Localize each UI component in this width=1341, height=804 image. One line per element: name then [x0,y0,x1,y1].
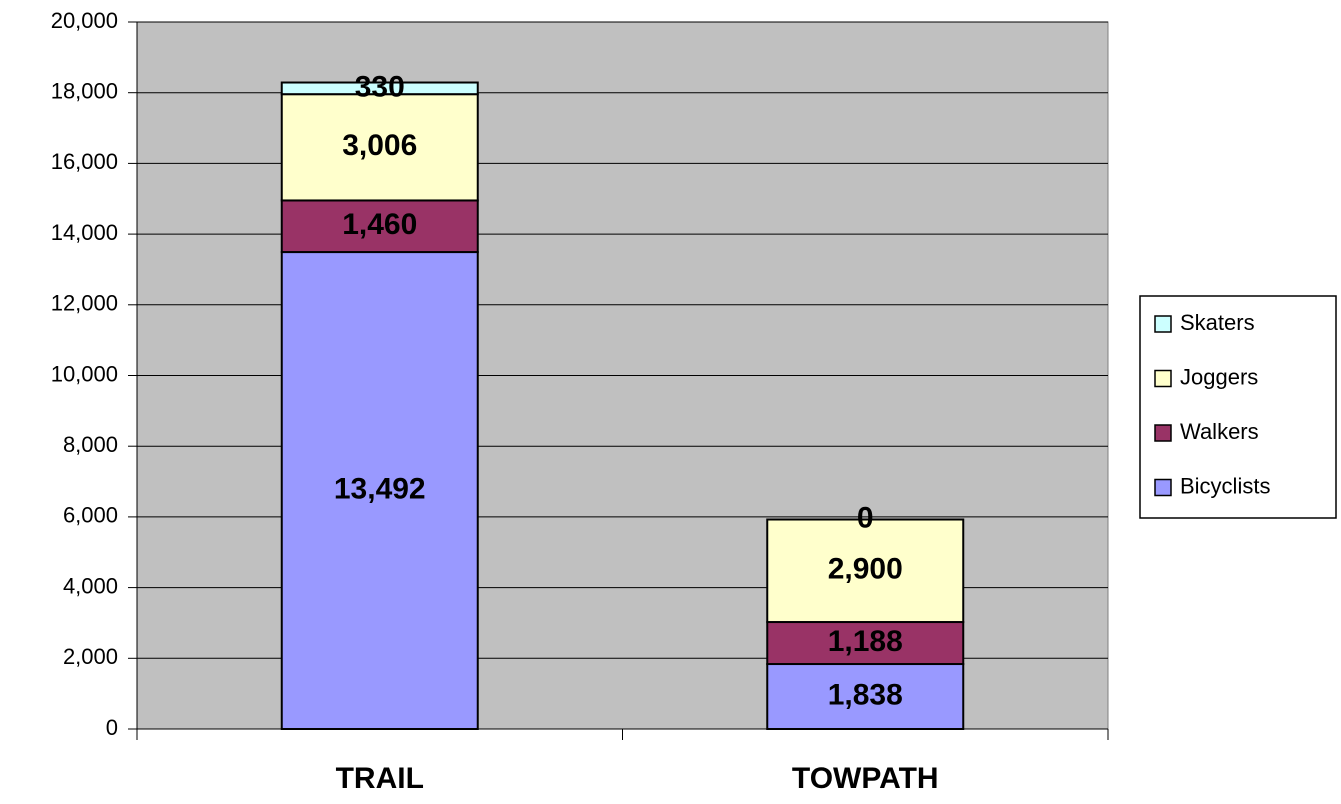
y-tick-label: 8,000 [63,432,118,457]
data-label: 13,492 [334,472,426,505]
data-label: 1,188 [828,625,903,658]
data-label: 330 [355,70,405,103]
y-tick-label: 2,000 [63,644,118,669]
legend-swatch [1154,315,1172,333]
y-tick-label: 10,000 [51,361,118,386]
bar-segment [280,81,479,96]
legend-label: Joggers [1180,364,1258,389]
data-label: 1,838 [828,678,903,711]
data-label: 2,900 [828,553,903,586]
bar-segment [766,663,965,730]
y-tick-label: 6,000 [63,503,118,528]
data-label: 1,460 [342,208,417,241]
data-label: 0 [857,501,874,534]
legend-swatch [1154,478,1172,497]
y-tick-label: 0 [106,715,118,740]
legend-swatch [1154,369,1172,388]
legend-label: Bicyclists [1180,473,1270,498]
legend-label: Walkers [1180,419,1259,444]
y-tick-label: 20,000 [51,8,118,33]
y-tick-label: 18,000 [51,79,118,104]
x-tick-label: TRAIL [336,762,424,795]
bar-segment [280,251,479,730]
x-tick-label: TOWPATH [792,762,939,795]
y-tick-label: 16,000 [51,149,118,174]
bar-segment [766,518,965,624]
legend-box [1139,295,1337,519]
bar-segment [280,199,479,254]
bar-segment [280,93,479,202]
y-tick-label: 4,000 [63,573,118,598]
legend-label: Skaters [1180,310,1255,335]
y-tick-label: 12,000 [51,291,118,316]
y-tick-label: 14,000 [51,220,118,245]
legend-swatch [1154,424,1172,442]
data-label: 3,006 [342,129,417,162]
